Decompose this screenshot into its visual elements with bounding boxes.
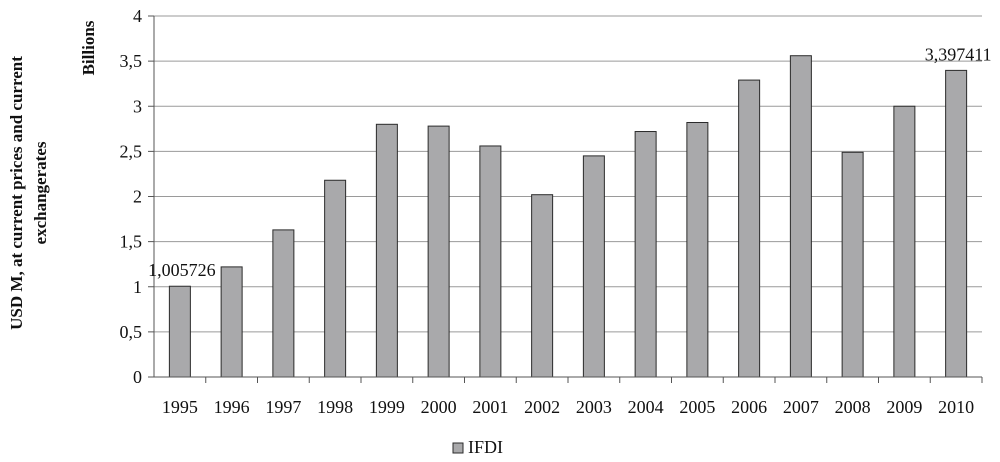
x-tick-label-2008: 2008 <box>835 397 871 417</box>
x-tick-label-1997: 1997 <box>265 397 301 417</box>
legend: IFDI <box>452 437 503 457</box>
bar-1997 <box>272 229 295 378</box>
y-tick-label: 3,5 <box>120 51 143 71</box>
bar-1999 <box>375 123 398 378</box>
y-axis-title-line-1: USD M, at current prices and current <box>7 56 26 330</box>
bar-2003 <box>582 155 605 378</box>
bar-2008 <box>841 151 864 378</box>
y-tick-label: 1 <box>133 277 142 297</box>
y-tick-label: 0 <box>133 367 142 387</box>
y-axis-title-line-2: exchangerates <box>31 141 50 244</box>
x-tick-label-2000: 2000 <box>421 397 457 417</box>
x-tick-label-2007: 2007 <box>783 397 819 417</box>
y-tick-label: 2 <box>133 187 142 207</box>
legend-swatch-ifdi <box>452 442 464 454</box>
tick-labels: 0 0,5 1 1,5 2 2,5 3 3,5 4 1995 1996 1997 1998 1999 200… <box>120 6 975 417</box>
bar-2010 <box>945 69 968 378</box>
x-tick-label-2005: 2005 <box>679 397 715 417</box>
data-label-1995: 1,005726 <box>148 260 216 280</box>
bar-2009 <box>893 105 916 378</box>
units-label: Billions <box>79 20 98 75</box>
x-tick-label-1998: 1998 <box>317 397 353 417</box>
bar-2004 <box>634 131 657 378</box>
bar-1995 <box>168 285 191 378</box>
y-tick-label: 3 <box>133 96 142 116</box>
y-tick-label: 0,5 <box>120 322 143 342</box>
bar-2007 <box>789 55 812 378</box>
legend-label-ifdi: IFDI <box>468 437 503 457</box>
x-tick-label-2003: 2003 <box>576 397 612 417</box>
y-axis-title: USD M, at current prices and current exc… <box>7 56 50 330</box>
y-tick-label: 1,5 <box>120 232 143 252</box>
y-tick-label: 2,5 <box>120 141 143 161</box>
x-tick-label-1999: 1999 <box>369 397 405 417</box>
x-tick-label-2006: 2006 <box>731 397 767 417</box>
x-tick-label-2004: 2004 <box>628 397 664 417</box>
bar-2000 <box>427 125 450 378</box>
bar-1998 <box>324 179 347 378</box>
bar-2001 <box>479 145 502 378</box>
bars <box>168 55 968 378</box>
x-tick-label-2009: 2009 <box>886 397 922 417</box>
axes <box>148 15 983 383</box>
data-label-2010: 3,397411 <box>925 44 992 64</box>
y-tick-label: 4 <box>133 6 142 26</box>
data-labels: 1,005726 3,397411 <box>148 44 991 280</box>
x-tick-label-2010: 2010 <box>938 397 974 417</box>
bar-2002 <box>531 194 554 378</box>
bar-1996 <box>220 266 243 378</box>
x-tick-label-1996: 1996 <box>214 397 250 417</box>
bar-2005 <box>686 121 709 378</box>
x-tick-label-2001: 2001 <box>472 397 508 417</box>
x-tick-label-2002: 2002 <box>524 397 560 417</box>
x-tick-label-1995: 1995 <box>162 397 198 417</box>
bar-2006 <box>738 79 761 378</box>
